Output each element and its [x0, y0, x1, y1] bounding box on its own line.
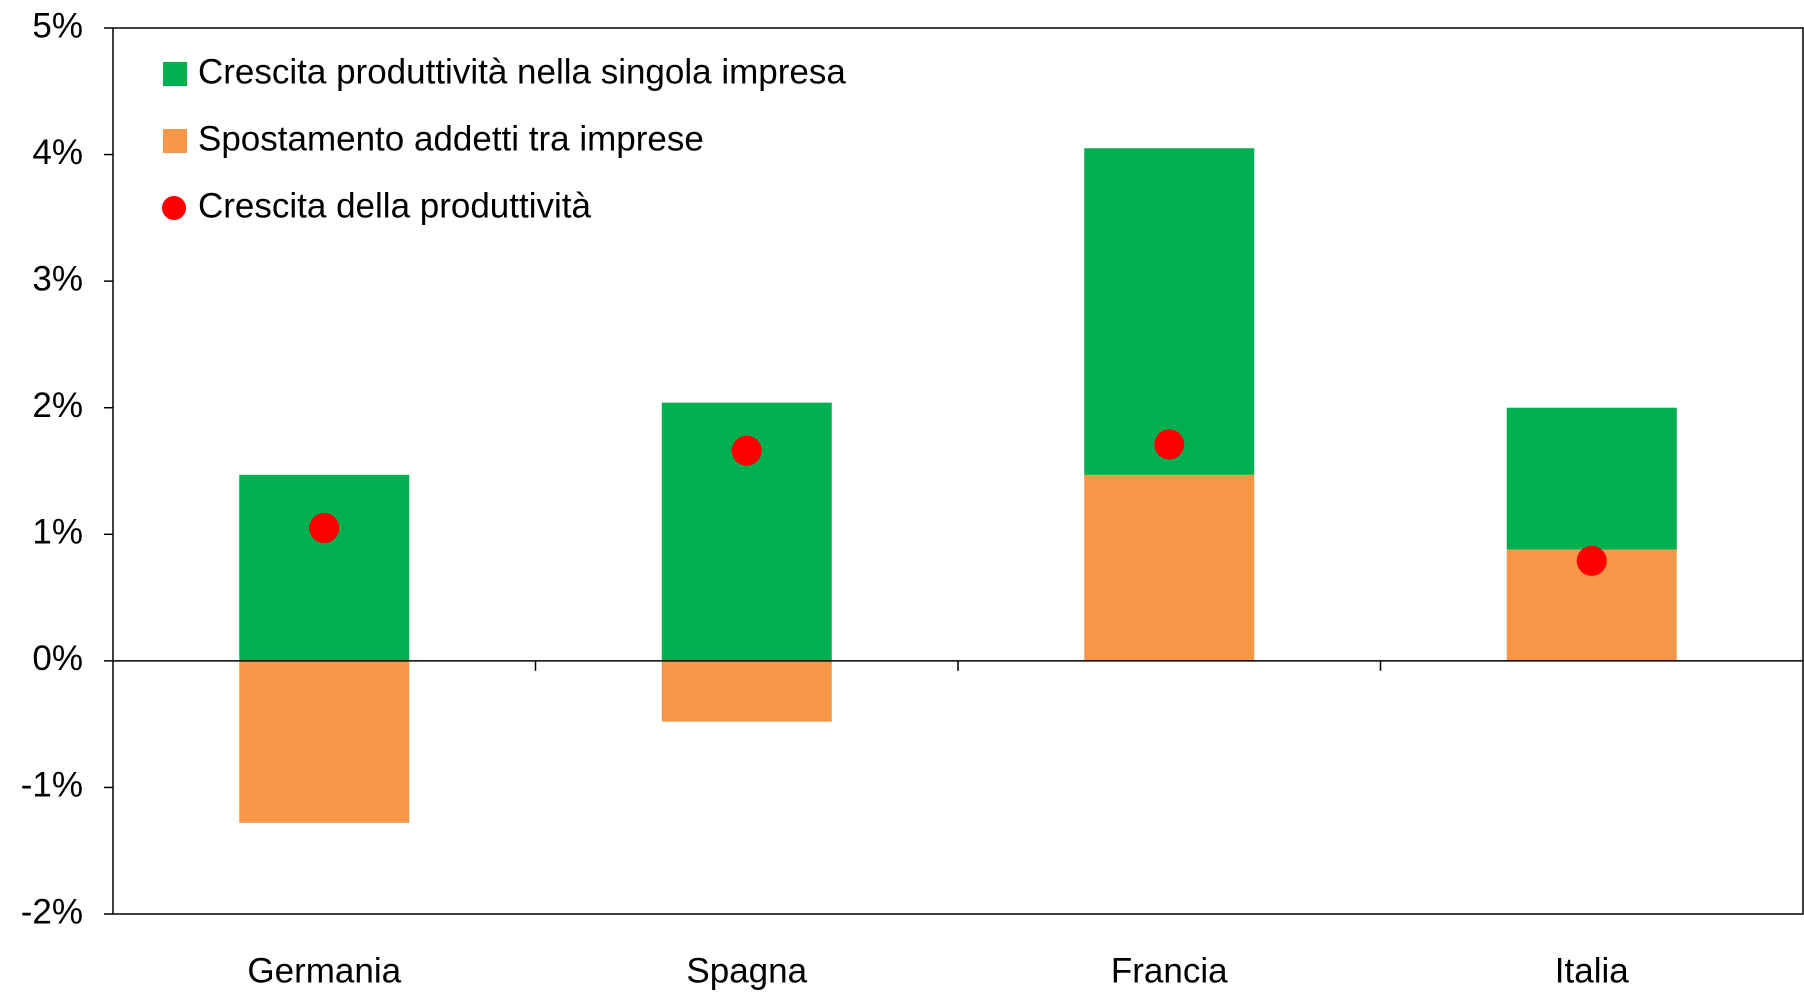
bar: [661, 660, 832, 722]
point: [731, 435, 762, 466]
x-tick-label: Francia: [1111, 951, 1228, 990]
legend-label: Crescita produttività nella singola impr…: [198, 52, 846, 91]
x-tick-label: Spagna: [686, 951, 807, 990]
y-tick-label: -1%: [21, 766, 83, 805]
bar: [239, 474, 410, 661]
y-tick-label: 3%: [32, 259, 83, 298]
point: [1576, 545, 1607, 576]
y-tick-label: 1%: [32, 513, 83, 552]
x-tick-label: Italia: [1555, 951, 1629, 990]
legend-label: Spostamento addetti tra imprese: [198, 119, 704, 158]
bar: [1084, 148, 1255, 475]
legend-marker: [163, 129, 187, 153]
y-tick-label: 4%: [32, 133, 83, 172]
plot-frame: [112, 27, 1804, 915]
legend-marker: [163, 62, 187, 86]
point: [1154, 429, 1185, 460]
y-tick-label: 2%: [32, 386, 83, 425]
legend-label: Crescita della produttività: [198, 186, 591, 225]
y-tick-label: -2%: [21, 892, 83, 931]
legend-marker: [162, 196, 186, 220]
x-tick-label: Germania: [247, 951, 401, 990]
y-tick-label: 5%: [32, 6, 83, 45]
bar: [239, 660, 410, 823]
bar: [1084, 474, 1255, 661]
bar: [1506, 407, 1677, 550]
point: [309, 512, 340, 543]
y-tick-label: 0%: [32, 639, 83, 678]
